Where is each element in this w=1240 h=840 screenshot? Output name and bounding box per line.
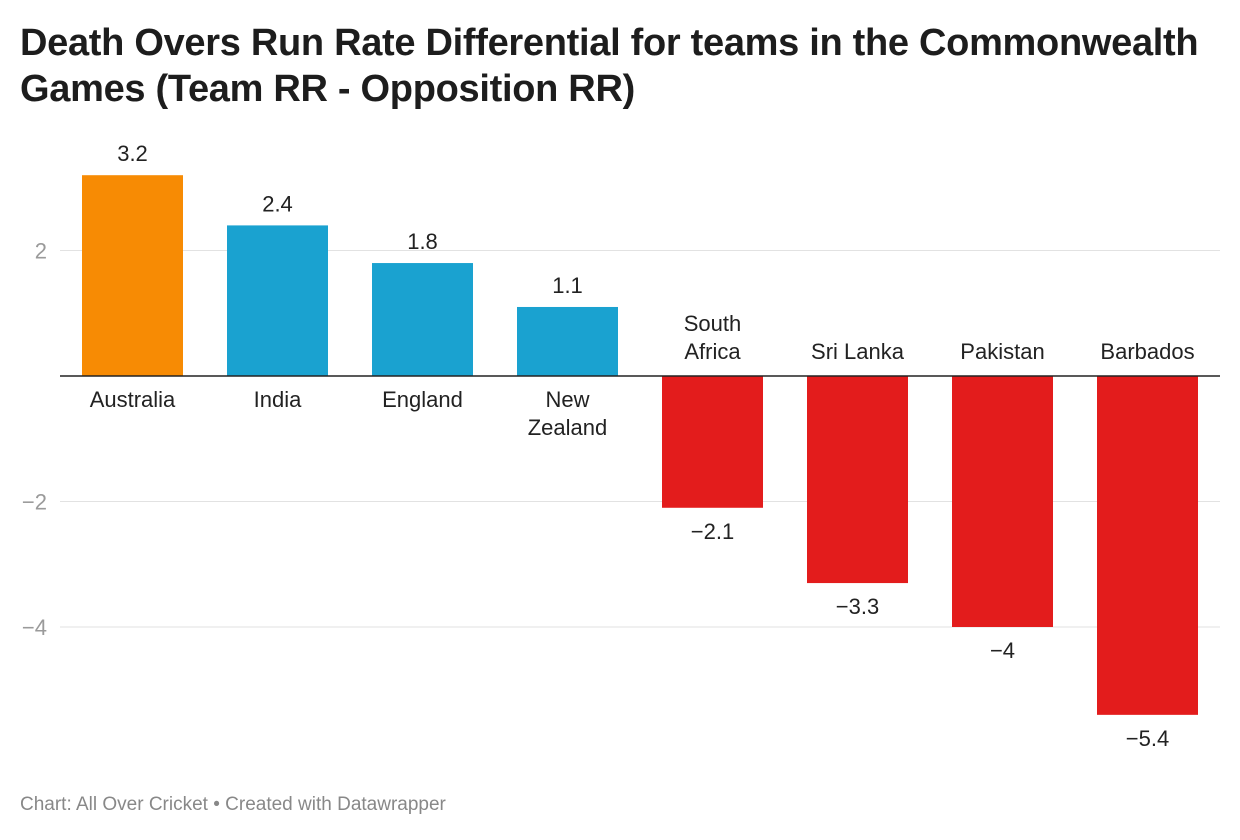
category-label: Barbados [1100, 339, 1194, 364]
y-tick-label: 2 [35, 239, 47, 264]
bar [952, 376, 1053, 627]
category-label: Pakistan [960, 339, 1044, 364]
data-label: 3.2 [117, 141, 148, 166]
data-label: −5.4 [1126, 726, 1169, 751]
data-label: −3.3 [836, 594, 879, 619]
chart-title: Death Overs Run Rate Differential for te… [20, 22, 1199, 110]
y-tick-label: −2 [22, 490, 47, 515]
data-label: −4 [990, 638, 1015, 663]
bar [517, 306, 618, 376]
category-label: Sri Lanka [811, 339, 905, 364]
category-label: South [684, 311, 742, 336]
y-tick-label: −4 [22, 615, 47, 640]
footer-separator: • [207, 794, 226, 815]
data-label: 2.4 [262, 191, 293, 216]
labels: 2 −2 −4 3.2 Australia 2.4 India 1.8 England 1.1 Ne… [22, 141, 1195, 751]
chart-footer: Chart: All Over Cricket • Created with D… [20, 794, 446, 816]
category-label: England [382, 387, 463, 412]
bar [82, 175, 183, 376]
bar [1097, 376, 1198, 715]
bars [82, 175, 1198, 715]
category-label: India [254, 387, 302, 412]
bar [227, 225, 328, 376]
bar [372, 263, 473, 376]
category-label: Zealand [528, 415, 608, 440]
bar [662, 376, 763, 508]
category-label: New [545, 387, 589, 412]
footer-source: Chart: All Over Cricket [20, 794, 208, 815]
footer-credit: Created with Datawrapper [225, 794, 446, 815]
data-label: 1.8 [407, 229, 438, 254]
category-label: Australia [90, 387, 176, 412]
data-label: 1.1 [552, 273, 583, 298]
data-label: −2.1 [691, 519, 734, 544]
bar [807, 376, 908, 584]
category-label: Africa [684, 339, 741, 364]
